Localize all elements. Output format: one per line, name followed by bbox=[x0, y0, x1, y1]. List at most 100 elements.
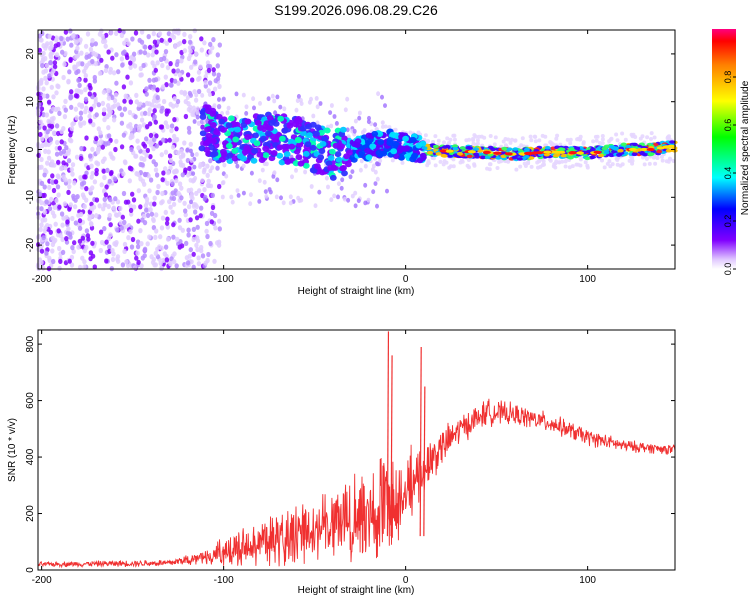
noise-point bbox=[193, 209, 198, 215]
noise-point bbox=[88, 85, 93, 91]
noise-point bbox=[226, 105, 231, 111]
noise-point bbox=[164, 82, 169, 88]
noise-point bbox=[191, 251, 196, 257]
signal-point bbox=[559, 147, 566, 152]
noise-point bbox=[366, 197, 371, 203]
noise-point bbox=[53, 179, 59, 185]
signal-point bbox=[445, 149, 454, 153]
noise-point bbox=[257, 199, 262, 204]
noise-point bbox=[51, 187, 57, 194]
noise-point bbox=[90, 146, 95, 152]
noise-point bbox=[106, 87, 111, 94]
noise-point bbox=[73, 39, 79, 45]
noise-point bbox=[122, 219, 127, 225]
noise-point bbox=[275, 177, 280, 183]
noise-point bbox=[104, 258, 109, 264]
noise-point bbox=[37, 33, 43, 39]
signal-point bbox=[377, 139, 385, 145]
noise-point bbox=[172, 96, 177, 102]
noise-point bbox=[52, 60, 58, 66]
signal-point bbox=[401, 145, 409, 152]
noise-point bbox=[38, 226, 43, 233]
noise-point bbox=[318, 101, 323, 106]
noise-point bbox=[193, 51, 199, 57]
noise-point bbox=[147, 77, 152, 83]
noise-point bbox=[103, 141, 109, 147]
noise-point bbox=[363, 200, 368, 206]
signal-point bbox=[350, 156, 358, 163]
noise-point bbox=[40, 63, 45, 69]
noise-point bbox=[60, 236, 65, 243]
noise-point bbox=[473, 134, 478, 139]
signal-point bbox=[279, 135, 286, 142]
signal-point bbox=[277, 115, 285, 122]
noise-point bbox=[69, 42, 74, 48]
noise-point bbox=[108, 222, 113, 228]
noise-point bbox=[485, 166, 490, 171]
noise-point bbox=[653, 161, 658, 166]
noise-point bbox=[288, 200, 293, 206]
noise-point bbox=[119, 112, 125, 118]
noise-point bbox=[127, 109, 133, 116]
signal-point bbox=[276, 152, 284, 159]
signal-point bbox=[616, 153, 623, 157]
noise-point bbox=[147, 107, 152, 113]
noise-point bbox=[182, 31, 187, 37]
noise-point bbox=[353, 190, 358, 196]
x-tick-label: 100 bbox=[579, 274, 596, 285]
noise-point bbox=[294, 168, 298, 173]
noise-point bbox=[52, 64, 58, 70]
noise-point bbox=[170, 209, 175, 215]
noise-point bbox=[99, 57, 104, 63]
noise-point bbox=[47, 73, 52, 79]
noise-point bbox=[121, 171, 126, 177]
noise-point bbox=[342, 196, 347, 202]
noise-point bbox=[43, 142, 48, 148]
noise-point bbox=[43, 148, 48, 154]
noise-point bbox=[42, 217, 48, 223]
noise-point bbox=[186, 125, 192, 131]
signal-point bbox=[584, 156, 591, 161]
noise-point bbox=[51, 115, 56, 121]
noise-point bbox=[190, 111, 195, 117]
noise-point bbox=[642, 162, 647, 167]
noise-point bbox=[141, 149, 146, 155]
signal-point bbox=[257, 124, 264, 131]
x-tick-label: 0 bbox=[403, 274, 409, 285]
noise-point bbox=[68, 95, 73, 101]
noise-point bbox=[148, 177, 154, 183]
noise-point bbox=[90, 240, 95, 246]
noise-point bbox=[217, 226, 222, 232]
signal-point bbox=[226, 158, 234, 164]
noise-point bbox=[131, 204, 137, 210]
noise-point bbox=[154, 133, 159, 139]
noise-point bbox=[98, 247, 104, 254]
noise-point bbox=[36, 101, 42, 107]
noise-point bbox=[139, 29, 145, 35]
signal-point bbox=[603, 150, 610, 155]
noise-point bbox=[416, 130, 421, 135]
signal-point bbox=[493, 151, 502, 155]
noise-point bbox=[171, 201, 177, 207]
noise-point bbox=[84, 228, 90, 234]
signal-point bbox=[415, 142, 423, 149]
x-tick-label: -100 bbox=[214, 274, 234, 285]
noise-point bbox=[114, 80, 119, 86]
signal-point bbox=[234, 126, 241, 133]
noise-point bbox=[63, 98, 68, 104]
noise-point bbox=[165, 216, 170, 222]
noise-point bbox=[139, 72, 144, 78]
noise-point bbox=[147, 101, 152, 107]
noise-point bbox=[188, 247, 193, 253]
noise-point bbox=[375, 203, 379, 209]
noise-point bbox=[205, 233, 210, 240]
noise-point bbox=[353, 203, 358, 209]
noise-point bbox=[373, 156, 377, 161]
noise-point bbox=[426, 160, 431, 165]
noise-point bbox=[187, 165, 192, 172]
signal-point bbox=[364, 147, 371, 154]
noise-point bbox=[174, 61, 180, 68]
noise-point bbox=[122, 40, 127, 46]
signal-point bbox=[302, 162, 310, 169]
noise-point bbox=[94, 167, 99, 173]
